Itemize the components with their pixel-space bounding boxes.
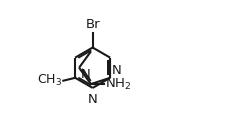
- Text: N: N: [111, 64, 121, 77]
- Text: Br: Br: [85, 18, 100, 31]
- Text: N: N: [80, 68, 90, 81]
- Text: N: N: [87, 93, 97, 106]
- Text: CH$_3$: CH$_3$: [37, 73, 62, 88]
- Text: NH$_2$: NH$_2$: [105, 77, 131, 92]
